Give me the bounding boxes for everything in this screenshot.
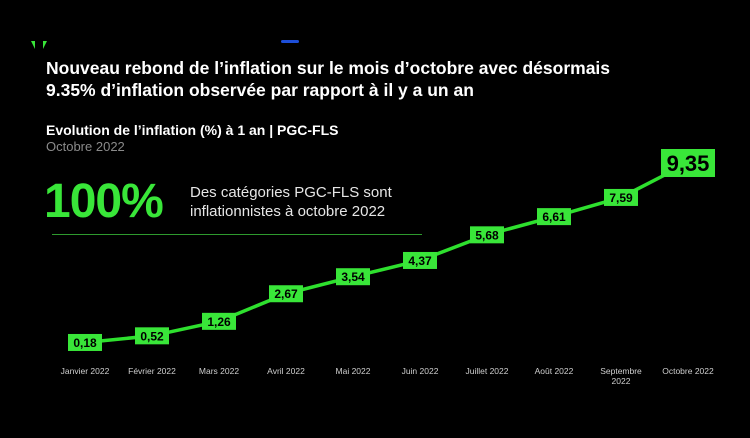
data-label: 0,52 — [135, 327, 169, 345]
data-label: 3,54 — [336, 268, 370, 286]
data-label-text: 1,26 — [207, 315, 231, 329]
x-tick-label: Août 2022 — [535, 366, 574, 376]
data-label-box — [269, 285, 303, 303]
data-label-text: 9,35 — [667, 151, 710, 176]
x-tick-label: Février 2022 — [128, 366, 176, 376]
chart-date: Octobre 2022 — [46, 139, 125, 154]
data-label: 1,26 — [202, 312, 236, 330]
data-label-text: 4,37 — [408, 254, 432, 268]
x-tick-label: Juin 2022 — [402, 366, 439, 376]
big-stat-description: Des catégories PGC-FLS sont inflationnis… — [190, 183, 440, 221]
data-label: 2,67 — [269, 285, 303, 303]
data-label-text: 6,61 — [542, 210, 566, 224]
chart-subtitle: Evolution de l’inflation (%) à 1 an | PG… — [46, 122, 339, 138]
data-label-text: 0,52 — [140, 329, 164, 343]
data-label: 7,59 — [604, 188, 638, 206]
data-label-box — [68, 333, 102, 351]
data-label: 0,18 — [68, 333, 102, 351]
stat-divider — [52, 234, 422, 235]
data-label-box — [661, 149, 715, 177]
data-label: 6,61 — [537, 208, 571, 226]
data-label: 5,68 — [470, 226, 504, 244]
headline-line-1: Nouveau rebond de l’inflation sur le moi… — [46, 58, 611, 78]
stat-description-line-1: Des catégories PGC-FLS sont — [190, 184, 392, 201]
data-label-text: 5,68 — [475, 228, 499, 242]
stat-description-line-2: inflationnistes à octobre 2022 — [190, 203, 386, 220]
x-tick-label: Mars 2022 — [199, 366, 239, 376]
data-label: 9,35 — [661, 149, 715, 177]
data-label-box — [135, 327, 169, 345]
data-label-text: 3,54 — [341, 270, 365, 284]
x-tick-label: Septembre 2022 — [600, 366, 642, 386]
logo-icon — [31, 41, 47, 49]
x-tick-label: Juillet 2022 — [465, 366, 508, 376]
x-tick-label: Mai 2022 — [336, 366, 371, 376]
x-tick-label: Octobre 2022 — [662, 366, 714, 376]
x-tick-label: Janvier 2022 — [61, 366, 110, 376]
series-line — [83, 161, 690, 345]
data-label: 4,37 — [403, 251, 437, 269]
data-label-box — [604, 188, 638, 206]
data-label-box — [336, 268, 370, 286]
top-accent-bar — [281, 40, 299, 43]
x-tick-label: Avril 2022 — [267, 366, 305, 376]
data-label-box — [537, 208, 571, 226]
data-label-text: 2,67 — [274, 287, 298, 301]
data-label-box — [470, 226, 504, 244]
big-stat-value: 100% — [44, 175, 164, 228]
data-label-box — [403, 251, 437, 269]
data-label-text: 7,59 — [609, 191, 633, 205]
data-label-text: 0,18 — [73, 336, 97, 350]
page-headline: Nouveau rebond de l’inflation sur le moi… — [46, 57, 726, 101]
data-label-box — [202, 312, 236, 330]
headline-line-2: 9.35% d’inflation observée par rapport à… — [46, 80, 474, 100]
